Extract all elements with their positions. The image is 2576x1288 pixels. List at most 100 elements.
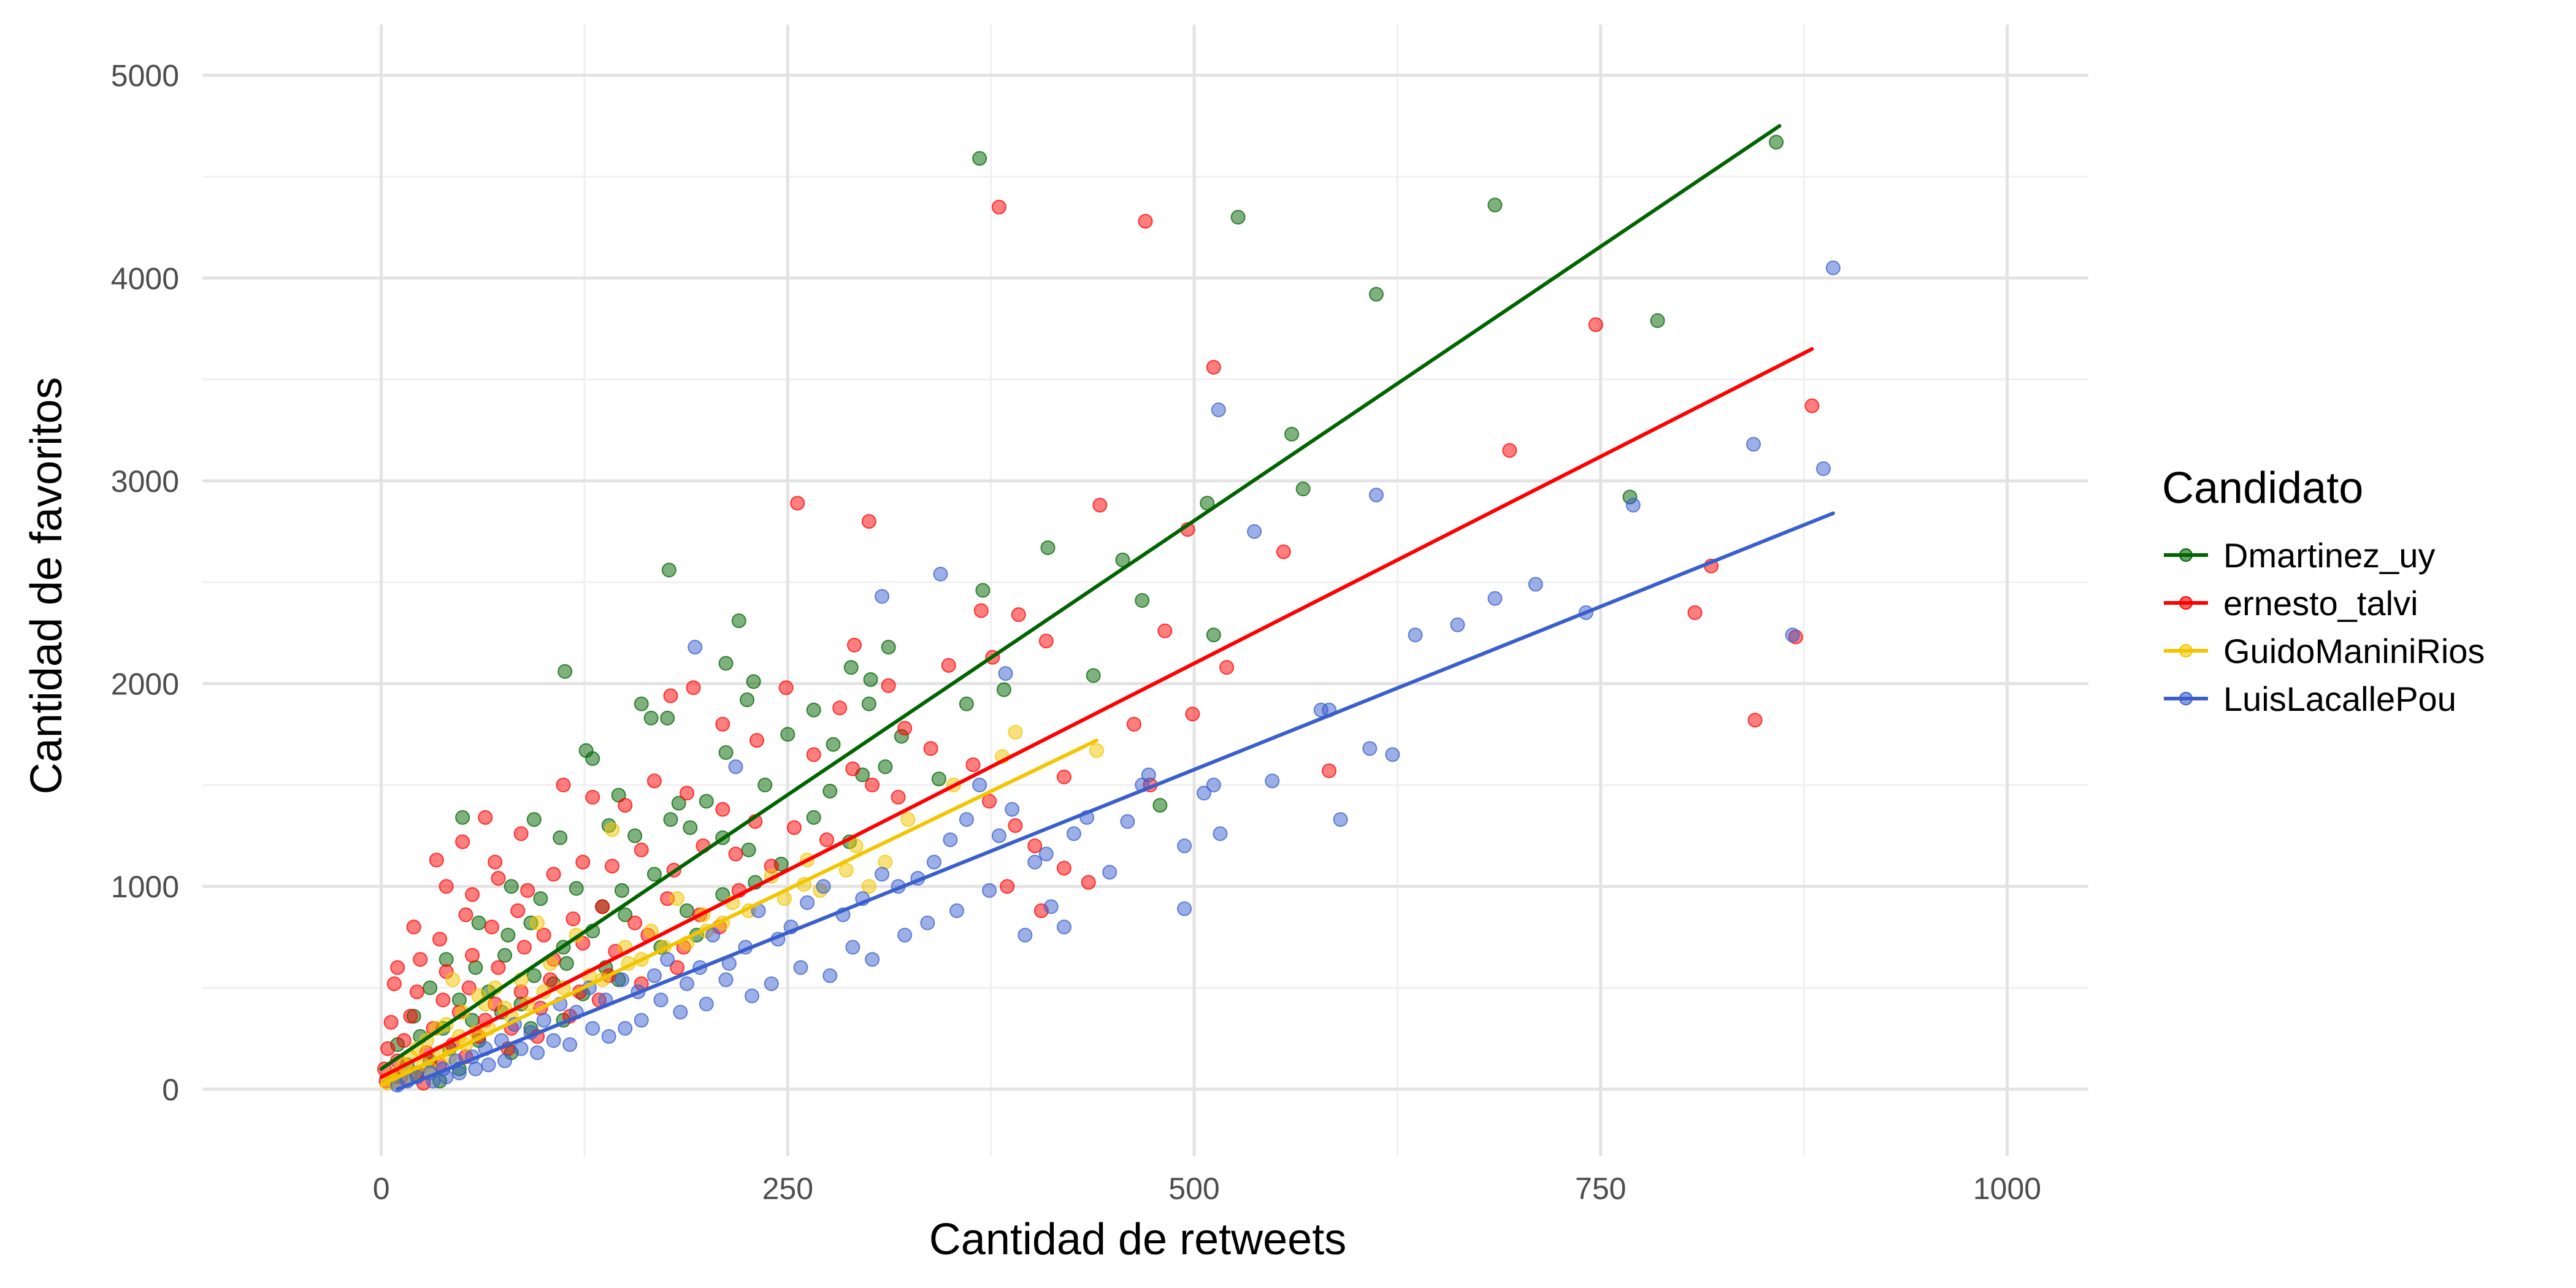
data-point xyxy=(861,696,876,711)
data-point xyxy=(865,777,880,792)
data-point xyxy=(513,826,529,841)
data-point xyxy=(863,672,878,687)
data-point xyxy=(757,777,773,792)
data-point xyxy=(679,786,694,801)
data-point xyxy=(497,1053,513,1068)
data-point xyxy=(846,637,862,653)
data-point xyxy=(497,948,513,963)
data-point xyxy=(1056,861,1071,876)
data-point xyxy=(705,927,721,943)
data-point xyxy=(780,727,795,742)
x-tick-label: 750 xyxy=(1575,1171,1626,1206)
data-point xyxy=(383,1014,399,1030)
data-point xyxy=(1502,443,1517,458)
data-point xyxy=(605,822,620,837)
grid-lines xyxy=(202,25,2088,1156)
legend-item-GuidoManiniRios: GuidoManiniRios xyxy=(2164,632,2485,670)
legend-item-Dmartinez_uy: Dmartinez_uy xyxy=(2164,536,2435,575)
data-point xyxy=(718,745,734,761)
data-point xyxy=(1769,134,1784,150)
data-point xyxy=(1092,497,1108,513)
data-point xyxy=(663,688,678,703)
data-point xyxy=(1588,317,1603,332)
data-point xyxy=(478,810,493,825)
data-point xyxy=(530,915,545,930)
data-point xyxy=(1066,826,1081,841)
data-point xyxy=(1368,286,1384,302)
series-points-GuidoManiniRios xyxy=(380,724,1104,1091)
data-point xyxy=(468,1061,483,1076)
data-point xyxy=(634,696,649,711)
data-point xyxy=(1177,901,1192,916)
data-point xyxy=(943,832,958,848)
data-point xyxy=(575,854,591,870)
data-point xyxy=(1008,724,1023,740)
data-point xyxy=(822,968,838,983)
data-point xyxy=(991,199,1006,215)
x-axis-title: Cantidad de retweets xyxy=(929,1215,1346,1264)
data-point xyxy=(715,716,730,732)
data-point xyxy=(646,773,662,789)
legend-key-point xyxy=(2179,644,2193,657)
data-point xyxy=(1089,743,1104,758)
data-point xyxy=(926,854,941,870)
data-point xyxy=(686,680,701,696)
data-point xyxy=(491,960,506,975)
data-point xyxy=(536,1013,551,1028)
data-point xyxy=(973,603,989,618)
data-point xyxy=(461,980,477,995)
data-point xyxy=(1487,197,1503,213)
data-point xyxy=(458,907,473,922)
data-point xyxy=(897,927,913,943)
data-point xyxy=(1625,497,1641,513)
data-point xyxy=(1804,398,1820,413)
data-point xyxy=(881,640,896,655)
data-point xyxy=(646,867,662,882)
data-point xyxy=(865,952,880,967)
data-point xyxy=(1157,623,1173,638)
data-point xyxy=(601,1029,616,1044)
data-point xyxy=(1785,627,1800,643)
data-point xyxy=(585,789,600,805)
x-tick-label: 500 xyxy=(1168,1171,1219,1206)
data-point xyxy=(643,710,659,726)
data-point xyxy=(646,968,662,983)
data-point xyxy=(806,747,821,762)
data-point xyxy=(559,956,574,971)
data-point xyxy=(996,682,1011,697)
data-point xyxy=(959,812,974,827)
data-point xyxy=(826,737,841,752)
legend-label: GuidoManiniRios xyxy=(2223,632,2485,670)
data-point xyxy=(972,151,987,166)
y-axis-title: Cantidad de favoritos xyxy=(22,377,71,794)
data-point xyxy=(1211,402,1226,418)
data-point xyxy=(699,794,714,809)
data-point xyxy=(728,846,743,862)
data-point xyxy=(465,948,480,963)
data-point xyxy=(673,1005,688,1020)
data-point xyxy=(670,960,685,975)
data-point xyxy=(1206,359,1221,375)
data-point xyxy=(618,797,633,813)
data-point xyxy=(1322,763,1337,778)
trend-line-GuidoManiniRios xyxy=(379,738,1098,1087)
data-point xyxy=(1276,544,1291,559)
data-point xyxy=(530,1045,545,1060)
data-point xyxy=(1747,713,1763,728)
data-point xyxy=(1008,818,1023,834)
data-point xyxy=(832,700,848,716)
data-point xyxy=(526,968,542,983)
data-point xyxy=(718,656,734,671)
data-point xyxy=(660,952,675,967)
data-point xyxy=(731,613,746,629)
data-point xyxy=(569,881,584,896)
data-point xyxy=(1056,919,1071,935)
x-tick-label: 250 xyxy=(762,1171,813,1206)
data-point xyxy=(931,772,946,786)
data-point xyxy=(516,940,532,955)
data-points xyxy=(377,134,1841,1093)
data-point xyxy=(1011,607,1026,623)
data-point xyxy=(451,992,467,1008)
